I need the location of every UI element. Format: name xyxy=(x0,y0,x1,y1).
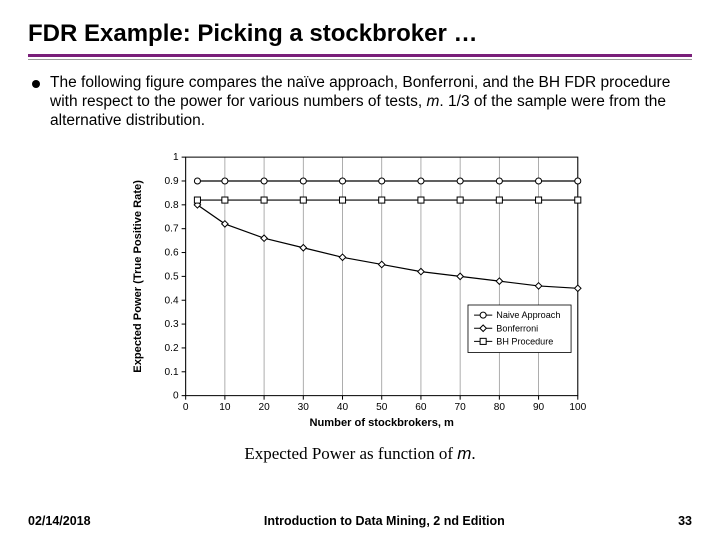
svg-text:70: 70 xyxy=(454,401,466,412)
footer-date: 02/14/2018 xyxy=(28,514,91,528)
footer-title: Introduction to Data Mining, 2 nd Editio… xyxy=(91,514,679,528)
body-item: The following figure compares the naïve … xyxy=(32,74,688,131)
svg-text:0.3: 0.3 xyxy=(164,319,178,330)
svg-text:0.2: 0.2 xyxy=(164,343,178,354)
svg-text:Number of stockbrokers, m: Number of stockbrokers, m xyxy=(309,417,454,429)
svg-text:0.9: 0.9 xyxy=(164,176,178,187)
title-rule xyxy=(28,54,692,60)
svg-text:Naive Approach: Naive Approach xyxy=(496,310,560,320)
svg-text:Expected Power (True Positive: Expected Power (True Positive Rate) xyxy=(132,179,144,372)
svg-text:1: 1 xyxy=(172,152,178,163)
svg-text:20: 20 xyxy=(258,401,270,412)
footer-page: 33 xyxy=(678,514,692,528)
body-text: The following figure compares the naïve … xyxy=(50,74,688,131)
svg-text:0: 0 xyxy=(172,390,178,401)
svg-text:0.6: 0.6 xyxy=(164,247,178,258)
power-chart: 0 10 20 30 40 50 60 70 80 90 100 0 0.1 0.2 0.3 0.4 0.5 0.… xyxy=(123,145,598,464)
chart-svg: 0 10 20 30 40 50 60 70 80 90 100 0 0.1 0.2 0.3 0.4 0.5 0.… xyxy=(123,145,598,438)
svg-text:0.7: 0.7 xyxy=(164,223,178,234)
slide-title: FDR Example: Picking a stockbroker … xyxy=(28,20,692,48)
svg-text:50: 50 xyxy=(376,401,388,412)
svg-text:10: 10 xyxy=(219,401,231,412)
svg-text:90: 90 xyxy=(532,401,544,412)
chart-caption: Expected Power as function of m. xyxy=(123,444,598,464)
svg-text:0: 0 xyxy=(182,401,188,412)
svg-text:100: 100 xyxy=(569,401,586,412)
svg-text:0.1: 0.1 xyxy=(164,367,178,378)
svg-text:80: 80 xyxy=(493,401,505,412)
svg-text:0.8: 0.8 xyxy=(164,200,178,211)
bullet-icon xyxy=(32,80,40,88)
svg-text:40: 40 xyxy=(336,401,348,412)
svg-text:60: 60 xyxy=(415,401,427,412)
svg-text:Bonferroni: Bonferroni xyxy=(496,323,538,333)
svg-text:0.4: 0.4 xyxy=(164,295,178,306)
svg-text:BH Procedure: BH Procedure xyxy=(496,336,553,346)
svg-text:0.5: 0.5 xyxy=(164,271,178,282)
svg-text:30: 30 xyxy=(297,401,309,412)
slide-footer: 02/14/2018 Introduction to Data Mining, … xyxy=(0,514,720,528)
